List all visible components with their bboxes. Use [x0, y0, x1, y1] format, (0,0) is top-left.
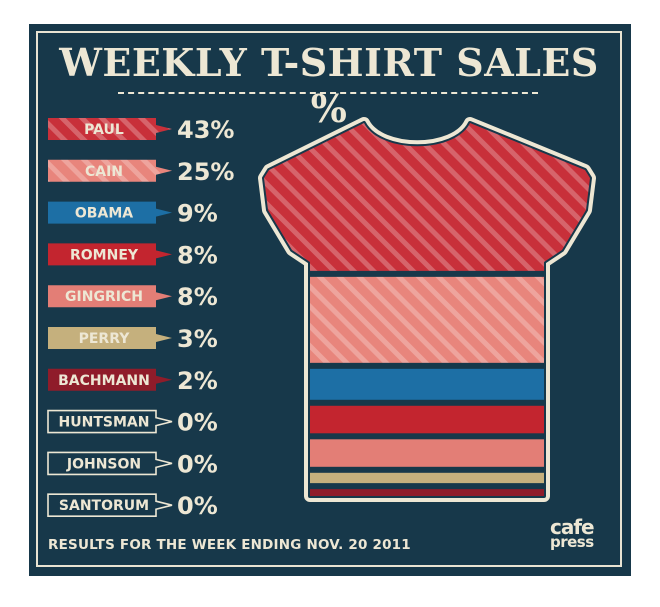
legend-label-obama: OBAMA: [75, 206, 133, 222]
logo-line-1: cafe: [550, 515, 595, 539]
shirt-band-perry: [264, 472, 590, 484]
legend-tag-santorum: [47, 493, 173, 517]
legend-tag-gingrich: [48, 285, 172, 308]
value-label-paul: 43%: [177, 116, 234, 144]
shirt-band-romney: [264, 405, 590, 434]
legend-item-romney: ROMNEY 8%: [48, 241, 218, 269]
value-label-santorum: 0%: [177, 492, 218, 520]
shirt-band-obama: [264, 368, 590, 400]
chart-inner-border: [36, 31, 622, 567]
legend-item-gingrich: GINGRICH 8%: [48, 283, 218, 311]
value-label-huntsman: 0%: [177, 409, 218, 437]
t-shirt-graphic: [258, 117, 596, 502]
legend-label-gingrich: GINGRICH: [65, 289, 143, 305]
legend-label-santorum: SANTORUM: [59, 498, 149, 514]
value-label-perry: 3%: [177, 325, 218, 353]
value-label-bachmann: 2%: [177, 367, 218, 395]
value-label-obama: 9%: [177, 200, 218, 228]
legend-item-santorum: SANTORUM 0%: [47, 492, 218, 520]
legend-item-huntsman: HUNTSMAN 0%: [47, 409, 218, 437]
legend-tag-perry: [48, 327, 172, 349]
title-divider: [118, 92, 538, 94]
logo-line-2: press: [550, 533, 594, 551]
legend-item-paul: PAUL 43%: [48, 116, 234, 144]
shirt-band-cain: [264, 276, 590, 363]
shirt-band-gingrich: [264, 439, 590, 467]
value-label-gingrich: 8%: [177, 283, 218, 311]
legend-tag-huntsman: [47, 409, 173, 434]
footer-note: RESULTS FOR THE WEEK ENDING NOV. 20 2011: [48, 537, 411, 553]
legend-labels: PAUL 43% CAIN 25% OBAMA 9% ROMNEY 8% GINGRICH 8% P…: [47, 116, 234, 520]
legend-label-romney: ROMNEY: [70, 247, 139, 263]
legend-item-bachmann: BACHMANN 2%: [48, 367, 218, 395]
legend-tag-obama: [48, 201, 172, 224]
legend-tag-johnson: [47, 451, 173, 476]
legend-label-bachmann: BACHMANN: [58, 373, 150, 389]
legend-label-perry: PERRY: [79, 331, 131, 347]
legend-label-huntsman: HUNTSMAN: [59, 415, 150, 431]
legend-label-paul: PAUL: [84, 122, 124, 138]
legend-tag-paul: [48, 118, 172, 140]
legend-item-cain: CAIN 25%: [48, 158, 234, 186]
value-label-johnson: 0%: [177, 450, 218, 478]
chart-title: WEEKLY T-SHIRT SALES %: [59, 40, 599, 131]
legend-tag-bachmann: [48, 368, 172, 391]
cafepress-logo: cafe press: [550, 515, 610, 551]
value-label-cain: 25%: [177, 158, 234, 186]
legend-label-johnson: JOHNSON: [66, 456, 141, 472]
legend-item-perry: PERRY 3%: [48, 325, 218, 353]
legend-item-johnson: JOHNSON 0%: [47, 450, 218, 478]
legend-label-cain: CAIN: [85, 164, 123, 180]
value-label-romney: 8%: [177, 241, 218, 269]
legend-tag-romney: [48, 243, 172, 266]
legend-tag-cain: [48, 159, 172, 182]
legend-item-obama: OBAMA 9%: [48, 200, 218, 228]
shirt-band-bachmann: [264, 489, 590, 496]
